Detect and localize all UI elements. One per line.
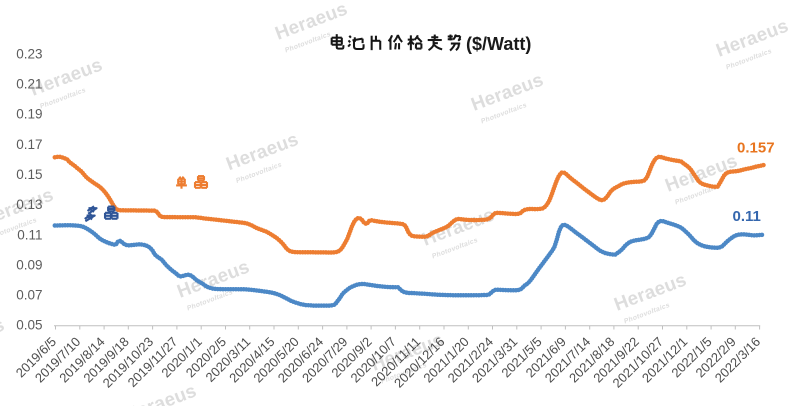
svg-text:0.07: 0.07 [16, 288, 42, 303]
svg-text:0.157: 0.157 [737, 140, 775, 157]
svg-text:0.13: 0.13 [16, 197, 42, 212]
svg-text:0.11: 0.11 [17, 227, 42, 242]
svg-text:0.17: 0.17 [16, 137, 42, 152]
svg-text:0.21: 0.21 [16, 77, 42, 92]
svg-text:0.15: 0.15 [16, 167, 42, 182]
svg-text:0.23: 0.23 [16, 46, 42, 61]
svg-text:0.05: 0.05 [16, 318, 42, 333]
svg-text:0.19: 0.19 [16, 107, 42, 122]
svg-text:0.09: 0.09 [16, 257, 42, 272]
svg-text:0.11: 0.11 [733, 208, 761, 225]
svg-text:($/Watt): ($/Watt) [466, 34, 531, 54]
